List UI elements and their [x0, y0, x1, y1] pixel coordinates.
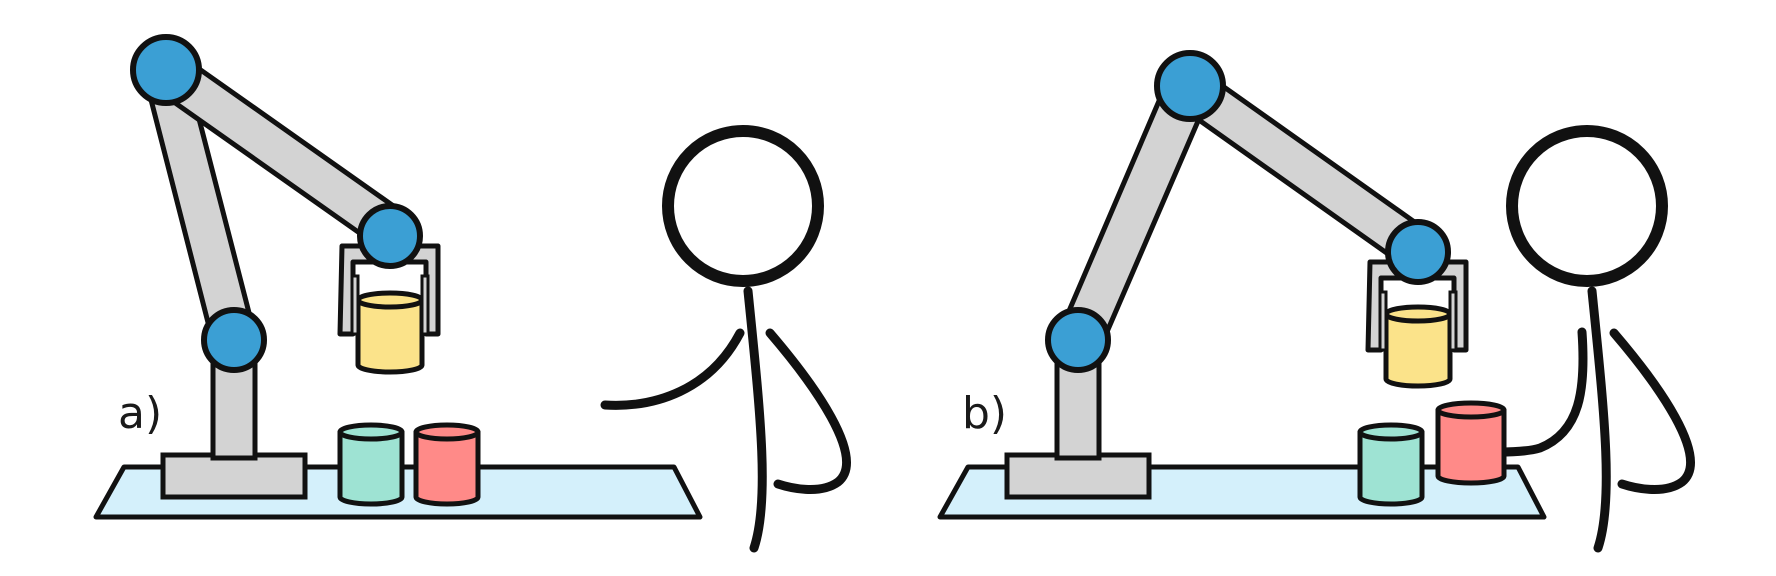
cup-teal-b [1357, 422, 1425, 507]
human-head-b [1506, 125, 1668, 287]
panel-b: b) [937, 50, 1695, 553]
cup-yellow-a [355, 290, 425, 375]
cup-yellow-b [1383, 304, 1453, 389]
human-arm-holding-cup-b [1495, 327, 1588, 457]
robot-joint-shoulder-b [1154, 50, 1226, 122]
human-body-a [743, 286, 767, 553]
gripper-finger-left-a [350, 274, 360, 336]
cup-red-b [1435, 400, 1507, 486]
robot-base-a [160, 452, 308, 500]
robot-base-b [1004, 452, 1152, 500]
gripper-finger-right-b [1448, 290, 1458, 352]
human-arm-lowered-a [765, 328, 851, 494]
panel-label-a: a) [118, 388, 162, 439]
human-arm-reaching-a [600, 328, 745, 410]
human-a [600, 125, 851, 553]
gripper-finger-left-b [1378, 290, 1388, 352]
human-body-b [1587, 286, 1611, 553]
human-head-a [662, 125, 824, 287]
cup-teal-a [337, 422, 405, 507]
human-b [1506, 125, 1695, 553]
gripper-finger-right-a [420, 274, 430, 336]
human-arm-lowered-b [1609, 328, 1695, 494]
robot-joint-base-b [1045, 307, 1111, 373]
panel-label-b: b) [962, 388, 1007, 439]
robot-joint-base-a [201, 307, 267, 373]
robot-joint-shoulder-a [130, 34, 202, 106]
robot-joint-wrist-a [357, 203, 423, 269]
panel-a: a) [93, 34, 851, 553]
robot-joint-wrist-b [1385, 219, 1451, 285]
cup-red-a [413, 422, 481, 507]
